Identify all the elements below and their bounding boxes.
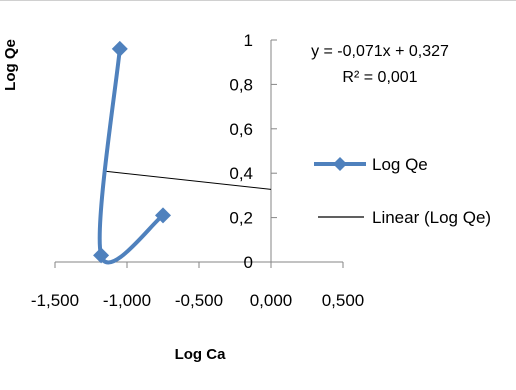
x-tick-label: -0,500: [175, 291, 223, 310]
series-line-log-qe: [97, 48, 165, 265]
y-tick-label: 0,4: [229, 164, 253, 183]
data-point-log-qe: [155, 207, 171, 224]
x-tick-label: 0,000: [250, 291, 293, 310]
x-tick-label: -1,000: [103, 291, 151, 310]
trendline: [105, 170, 272, 190]
y-tick-label: 0: [244, 253, 253, 272]
y-tick-label: 0,6: [229, 120, 253, 139]
legend-item-linear: Linear (Log Qe): [318, 208, 491, 227]
y-axis-title: Log Qe: [2, 39, 19, 91]
x-tick-label: 0,500: [322, 291, 365, 310]
legend-item-log-qe: Log Qe: [314, 155, 428, 174]
plot-area: [93, 40, 272, 265]
y-tick-labels: 0 0,2 0,4 0,6 0,8 1: [229, 31, 253, 272]
x-axis-title: Log Ca: [175, 346, 226, 363]
trendline-r-squared: R² = 0,001: [342, 69, 417, 86]
trendline-equation: y = -0,071x + 0,327: [311, 43, 449, 60]
x-tick-labels: -1,500 -1,000 -0,500 0,000 0,500: [31, 291, 364, 310]
x-tick-label: -1,500: [31, 291, 79, 310]
y-tick-label: 0,2: [229, 209, 253, 228]
legend-marker-log-qe: [333, 157, 347, 171]
legend-label-linear: Linear (Log Qe): [372, 208, 491, 227]
y-tick-label: 0,8: [229, 75, 253, 94]
data-point-log-qe: [93, 247, 110, 264]
y-tick-label: 1: [244, 31, 253, 50]
legend-label-log-qe: Log Qe: [372, 155, 428, 174]
data-point-log-qe: [111, 40, 128, 57]
legend: Log Qe Linear (Log Qe): [314, 155, 491, 227]
